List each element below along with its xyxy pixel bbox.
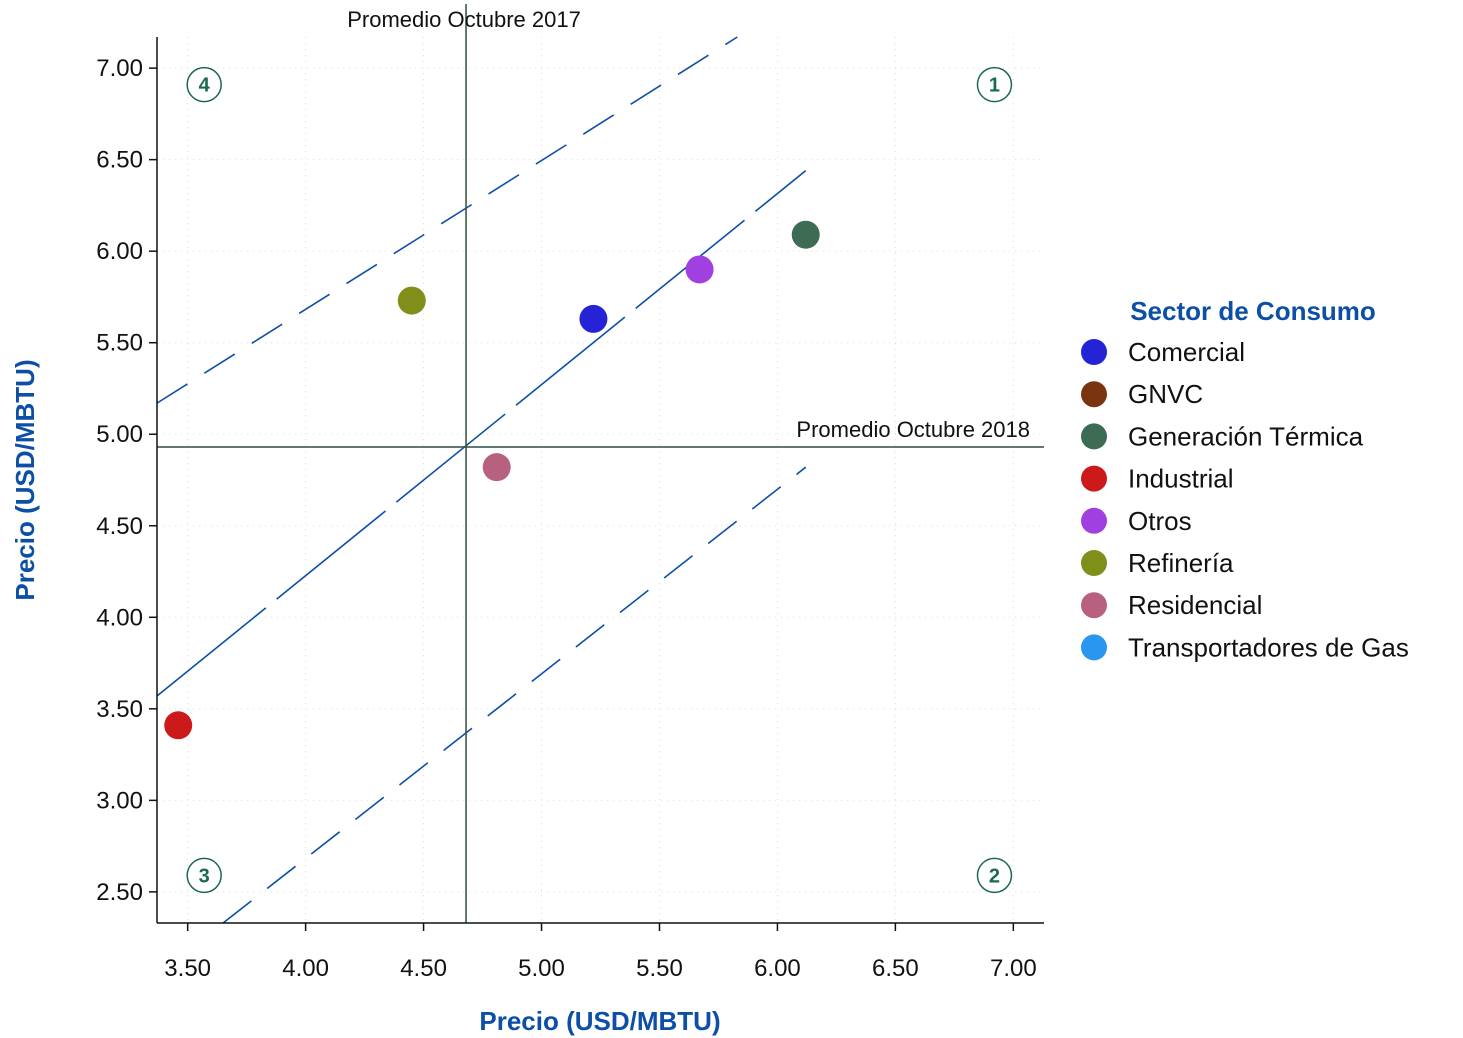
point-industrial (164, 711, 193, 740)
legend-marker (1081, 592, 1107, 619)
quadrant-labels: 1 2 3 4 (186, 66, 1013, 894)
legend-marker (1081, 381, 1107, 408)
axes: 3.50 4.00 4.50 5.00 5.50 6.00 6.50 7.00 2.50 3.00… (96, 37, 1044, 982)
x-tick-label: 5.00 (518, 955, 565, 982)
x-tick-label: 4.50 (400, 955, 447, 982)
legend-item-label: Generación Térmica (1128, 421, 1364, 451)
point-comercial (579, 304, 608, 333)
y-tick-label: 4.50 (96, 513, 143, 540)
quadrant-4-circle (186, 66, 222, 103)
y-tick-label: 3.00 (96, 787, 143, 814)
grid (157, 37, 1044, 923)
upper-band-line (156, 36, 738, 404)
reference-lines: Promedio Octubre 2017 Promedio Octubre 20… (157, 4, 1044, 923)
legend: Sector de Consumo Comercial GNVC Generación… (1081, 296, 1409, 662)
x-axis-title: Precio (USD/MBTU) (479, 1006, 720, 1036)
quadrant-1-label: 1 (989, 75, 1000, 97)
point-otros (685, 255, 714, 284)
quadrant-3-label: 3 (199, 865, 210, 887)
y-tick-label: 5.00 (96, 421, 143, 448)
legend-item-label: Industrial (1128, 464, 1234, 494)
legend-item-label: Comercial (1128, 337, 1245, 367)
x-tick-label: 7.00 (990, 955, 1037, 982)
fit-lines (156, 36, 807, 924)
quadrant-3-circle (186, 857, 222, 894)
x-tick-label: 6.00 (754, 955, 801, 982)
point-residencial (482, 453, 511, 482)
lower-band-line (222, 466, 807, 924)
y-tick-label: 5.50 (96, 330, 143, 357)
legend-marker (1081, 634, 1107, 661)
data-points (164, 220, 820, 740)
legend-item-label: GNVC (1128, 379, 1203, 409)
y-tick-label: 6.50 (96, 147, 143, 174)
quadrant-4-label: 4 (199, 75, 211, 97)
y-tick-label: 6.00 (96, 238, 143, 265)
legend-item-label: Residencial (1128, 590, 1262, 620)
quadrant-1-circle (976, 66, 1013, 103)
y-tick-label: 3.50 (96, 696, 143, 723)
quadrant-2-label: 2 (989, 865, 1000, 887)
horizontal-reference-label: Promedio Octubre 2018 (796, 417, 1030, 442)
legend-item-label: Otros (1128, 506, 1192, 536)
quadrant-2-circle (976, 857, 1013, 894)
legend-marker (1081, 423, 1107, 450)
vertical-reference-label: Promedio Octubre 2017 (347, 7, 581, 32)
point-generación-térmica (791, 220, 820, 249)
point-refinería (397, 286, 426, 315)
legend-marker (1081, 507, 1107, 534)
x-tick-label: 6.50 (872, 955, 919, 982)
y-tick-label: 4.00 (96, 604, 143, 631)
y-tick-label: 7.00 (96, 55, 143, 82)
legend-marker (1081, 550, 1107, 576)
legend-marker (1081, 339, 1107, 365)
x-tick-label: 5.50 (636, 955, 683, 982)
legend-item-label: Refinería (1128, 548, 1234, 578)
legend-marker (1081, 465, 1107, 492)
x-tick-label: 4.00 (282, 955, 329, 982)
legend-item-label: Transportadores de Gas (1128, 632, 1409, 662)
y-tick-label: 2.50 (96, 879, 143, 906)
y-axis-title: Precio (USD/MBTU) (10, 359, 40, 600)
x-tick-label: 3.50 (164, 955, 211, 982)
legend-title: Sector de Consumo (1130, 296, 1376, 326)
